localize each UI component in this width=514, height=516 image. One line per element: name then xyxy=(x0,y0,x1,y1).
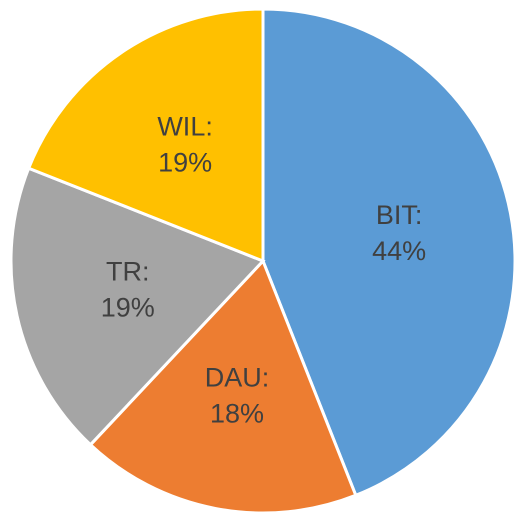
slice-value-label: 19% xyxy=(158,147,212,177)
pie-slice xyxy=(88,258,358,515)
slice-value-label: 18% xyxy=(210,398,264,428)
slice-category-label: DAU: xyxy=(205,362,270,392)
slice-category-label: TR: xyxy=(106,256,150,286)
pie-slice xyxy=(261,7,514,498)
slice-category-label: WIL: xyxy=(157,111,213,141)
slice-value-label: 19% xyxy=(101,292,155,322)
slice-category-label: BIT: xyxy=(376,200,423,230)
slice-value-label: 44% xyxy=(372,236,426,266)
pie-slice xyxy=(26,7,265,264)
